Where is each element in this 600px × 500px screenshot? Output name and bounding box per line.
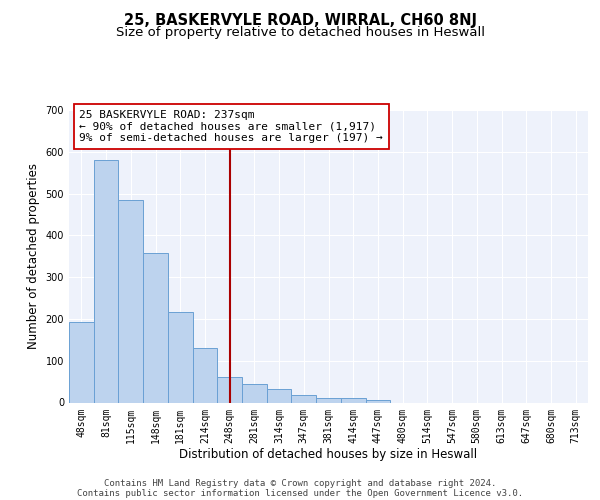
Bar bbox=[143, 253, 168, 402]
Y-axis label: Number of detached properties: Number of detached properties bbox=[27, 163, 40, 349]
Bar bbox=[365, 400, 390, 402]
Bar bbox=[69, 322, 94, 402]
Text: Contains HM Land Registry data © Crown copyright and database right 2024.: Contains HM Land Registry data © Crown c… bbox=[104, 478, 496, 488]
Bar bbox=[341, 398, 365, 402]
Bar bbox=[94, 160, 118, 402]
X-axis label: Distribution of detached houses by size in Heswall: Distribution of detached houses by size … bbox=[179, 448, 478, 461]
Bar bbox=[292, 395, 316, 402]
Text: Size of property relative to detached houses in Heswall: Size of property relative to detached ho… bbox=[115, 26, 485, 39]
Bar bbox=[217, 376, 242, 402]
Bar bbox=[118, 200, 143, 402]
Bar bbox=[193, 348, 217, 403]
Bar bbox=[242, 384, 267, 402]
Bar bbox=[316, 398, 341, 402]
Bar bbox=[168, 312, 193, 402]
Text: 25 BASKERVYLE ROAD: 237sqm
← 90% of detached houses are smaller (1,917)
9% of se: 25 BASKERVYLE ROAD: 237sqm ← 90% of deta… bbox=[79, 110, 383, 143]
Text: Contains public sector information licensed under the Open Government Licence v3: Contains public sector information licen… bbox=[77, 488, 523, 498]
Bar bbox=[267, 388, 292, 402]
Text: 25, BASKERVYLE ROAD, WIRRAL, CH60 8NJ: 25, BASKERVYLE ROAD, WIRRAL, CH60 8NJ bbox=[124, 12, 476, 28]
